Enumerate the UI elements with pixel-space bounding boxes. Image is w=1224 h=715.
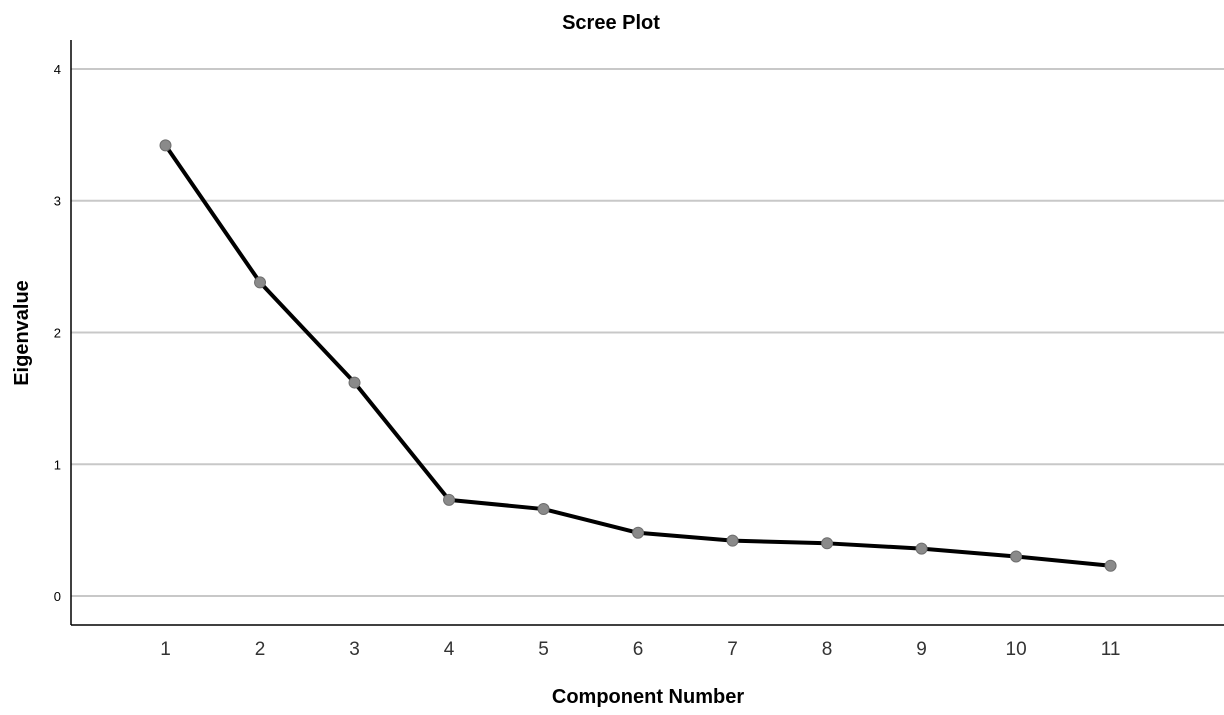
x-tick-label: 7 bbox=[727, 639, 738, 660]
data-point-4 bbox=[443, 493, 456, 506]
y-axis-title: Eigenvalue bbox=[11, 280, 33, 386]
data-point-3 bbox=[348, 376, 361, 389]
x-axis-title: Component Number bbox=[552, 686, 744, 708]
y-tick-label: 3 bbox=[54, 194, 61, 209]
data-point-8 bbox=[821, 537, 834, 550]
data-point-11 bbox=[1104, 559, 1117, 572]
y-axis-ticks: 0 1 2 3 4 bbox=[54, 62, 61, 604]
y-tick-label: 2 bbox=[54, 326, 61, 341]
x-tick-label: 1 bbox=[160, 639, 171, 660]
x-tick-label: 4 bbox=[444, 639, 455, 660]
x-tick-label: 10 bbox=[1006, 639, 1027, 660]
gridlines bbox=[71, 67, 1224, 598]
x-tick-label: 11 bbox=[1101, 639, 1121, 660]
y-tick-label: 0 bbox=[54, 589, 61, 604]
data-point-5 bbox=[537, 503, 550, 516]
y-tick-label: 4 bbox=[54, 62, 61, 77]
data-point-6 bbox=[632, 526, 645, 539]
y-tick-label: 1 bbox=[54, 457, 61, 472]
x-tick-label: 3 bbox=[349, 639, 360, 660]
data-point-9 bbox=[915, 542, 928, 555]
series-eigenvalues bbox=[159, 139, 1117, 572]
x-tick-label: 6 bbox=[633, 639, 644, 660]
x-tick-label: 9 bbox=[916, 639, 927, 660]
data-point-7 bbox=[726, 534, 739, 547]
x-tick-label: 5 bbox=[538, 639, 549, 660]
series-line bbox=[163, 144, 1111, 568]
x-tick-label: 8 bbox=[822, 639, 833, 660]
chart-title: Scree Plot bbox=[562, 12, 660, 34]
x-tick-label: 2 bbox=[255, 639, 266, 660]
data-point-1 bbox=[159, 139, 172, 152]
data-point-10 bbox=[1010, 550, 1023, 563]
data-point-2 bbox=[254, 276, 267, 289]
x-axis-ticks: 1 2 3 4 5 6 7 8 9 10 11 bbox=[160, 639, 1120, 660]
